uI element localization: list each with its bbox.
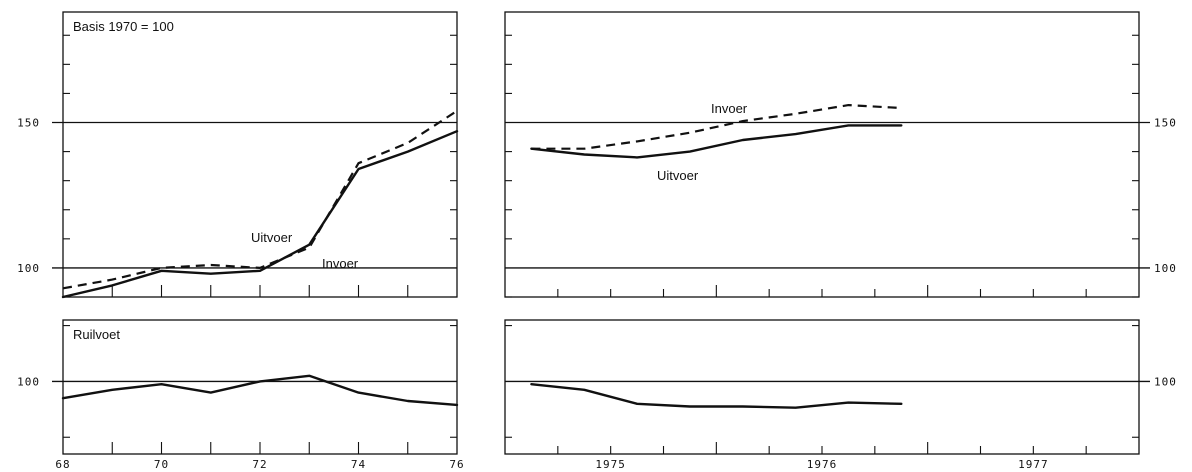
panel-3-x-tick-label: 70 [154,458,169,471]
data-series [61,104,903,409]
panel-2-y-tick-label: 100 [1154,262,1177,275]
panel-4-x-tick-label: 1977 [1018,458,1049,471]
panel-frames [62,11,1140,455]
panel-1-series-invoer-line [62,109,458,290]
panel-3-annotation: Ruilvoet [73,327,120,342]
panel-1-series-uitvoer-line [61,130,459,299]
reference-lines [52,121,1150,383]
tick-marks [63,34,1139,454]
panel-4-x-tick-label: 1975 [595,458,626,471]
panel-3-y-tick-label: 100 [17,375,40,388]
panel-4-series-ruilvoet-line [530,383,903,409]
panel-1-y-tick-label: 100 [17,262,40,275]
panel-2-series-uitvoer-label: Uitvoer [657,168,699,183]
panel-1-series-uitvoer-label: Uitvoer [251,230,293,245]
panel-2-series-uitvoer-line [530,124,903,159]
panel-3-x-tick-label: 74 [351,458,366,471]
panel-3-x-tick-label: 68 [55,458,70,471]
panel-2-series-invoer-label: Invoer [711,101,748,116]
panel-2-y-tick-label: 150 [1154,117,1177,130]
panel-1-annotation: Basis 1970 = 100 [73,19,174,34]
panel-4-x-tick-label: 1976 [807,458,838,471]
panel-3-series-ruilvoet-line [61,374,459,407]
panel-4-y-tick-label: 100 [1154,375,1177,388]
panel-3-x-tick-label: 72 [252,458,267,471]
panel-4-frame [504,319,1140,455]
panel-3-frame [62,319,458,455]
panel-1-series-invoer-label: Invoer [322,256,359,271]
panel-3-x-tick-label: 76 [449,458,464,471]
text-labels: 100 150 Basis 1970 = 100 100 150 100 68 70 72 74 7… [17,19,1177,471]
panel-1-y-tick-label: 150 [17,117,40,130]
panel-2-series-invoer-line [531,104,902,150]
